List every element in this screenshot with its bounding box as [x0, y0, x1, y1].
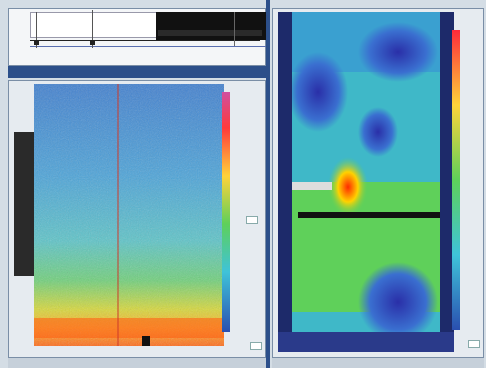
timeline-cursor-start[interactable]: [36, 12, 37, 48]
thermal-color-scale: [452, 30, 460, 330]
thermal-view[interactable]: [278, 12, 454, 352]
spectrogram-sidebar: [14, 132, 36, 276]
timeline-cursor-marker[interactable]: [234, 12, 235, 46]
spectrogram-title-bar: [8, 66, 266, 78]
timeline-overview: [156, 12, 266, 40]
panel-divider[interactable]: [266, 0, 270, 368]
zoom-button-icon[interactable]: [246, 216, 258, 224]
timeline-marker-icon[interactable]: [34, 40, 39, 45]
overview-strip: [158, 30, 262, 36]
playhead-marker-icon: [142, 336, 150, 346]
timeline-track[interactable]: [30, 12, 158, 38]
spectrogram-color-scale: [222, 92, 230, 332]
timeline-axis: [30, 40, 260, 41]
spectrogram-status-bar: [8, 358, 266, 368]
timeline-cursor-end[interactable]: [92, 10, 93, 48]
spectrogram-view[interactable]: [34, 84, 224, 346]
timeline-marker-icon[interactable]: [90, 40, 95, 45]
zoom-button-icon[interactable]: [250, 342, 262, 350]
zoom-button-icon[interactable]: [468, 340, 480, 348]
thermal-status-bar: [272, 358, 484, 368]
timeline-range-line: [30, 46, 266, 47]
